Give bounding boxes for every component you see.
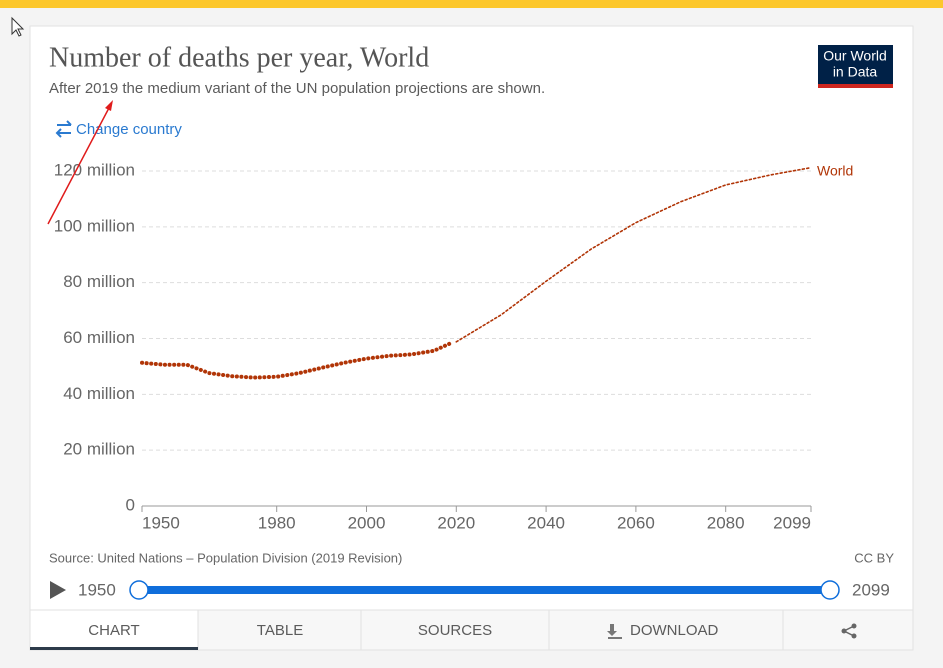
annotation-arrowhead — [105, 100, 113, 111]
x-tick-label: 2060 — [617, 513, 655, 532]
license: CC BY — [854, 550, 894, 565]
timeline-start: 1950 — [78, 580, 116, 599]
logo[interactable]: Our World in Data — [818, 45, 893, 88]
tab[interactable]: CHART — [88, 622, 139, 639]
timeline-end: 2099 — [852, 580, 890, 599]
download-icon — [607, 624, 622, 639]
logo-text: Our World — [823, 48, 887, 64]
cursor — [11, 16, 25, 37]
projection-line — [455, 166, 812, 343]
share-lines — [842, 625, 855, 637]
swap-icon — [55, 120, 72, 138]
logo-box[interactable] — [818, 45, 893, 85]
timeline-handle[interactable] — [820, 580, 840, 600]
y-tick-label: 100 million — [54, 216, 135, 235]
y-tick-label: 60 million — [63, 328, 135, 347]
y-tick-label: 0 — [126, 495, 135, 514]
tab[interactable]: DOWNLOAD — [630, 622, 719, 639]
series-label: World — [817, 162, 853, 178]
tab[interactable]: TABLE — [257, 622, 303, 639]
active-tab-indicator — [30, 647, 198, 650]
y-tick-label: 20 million — [63, 440, 135, 459]
chart-subtitle: After 2019 the medium variant of the UN … — [49, 80, 545, 97]
x-tick-label: 2020 — [437, 513, 475, 532]
annotation-arrow — [47, 105, 111, 225]
logo-stripe — [818, 84, 893, 88]
x-tick-label: 2099 — [773, 513, 811, 532]
plot: 0 20 million 40 million 60 million 80 millio… — [54, 160, 854, 532]
timeline-track[interactable] — [139, 586, 830, 594]
x-tick-label: 2080 — [707, 513, 745, 532]
change-country[interactable]: Change country — [55, 120, 182, 138]
x-tick-label: 2000 — [348, 513, 386, 532]
source: Source: United Nations – Population Divi… — [49, 550, 402, 565]
x-tick-label: 1980 — [258, 513, 296, 532]
y-tick-label: 80 million — [63, 272, 135, 291]
y-tick-label: 40 million — [63, 384, 135, 403]
play-button[interactable] — [50, 581, 66, 599]
x-tick-label: 1950 — [142, 513, 180, 532]
top-bar — [0, 0, 943, 8]
timeline-handle[interactable] — [129, 580, 149, 600]
tabs: CHART TABLE SOURCES DOWNLOAD — [29, 609, 914, 651]
share-icon[interactable] — [841, 623, 857, 639]
tab[interactable]: SOURCES — [418, 622, 492, 639]
chart-title: Number of deaths per year, World — [49, 42, 429, 73]
tab-bg — [197, 609, 914, 651]
historical-line — [140, 340, 454, 380]
y-tick-label: 120 million — [54, 160, 135, 179]
change-country-link[interactable]: Change country — [76, 121, 182, 138]
x-tick-label: 2040 — [527, 513, 565, 532]
logo-text: in Data — [833, 64, 878, 80]
